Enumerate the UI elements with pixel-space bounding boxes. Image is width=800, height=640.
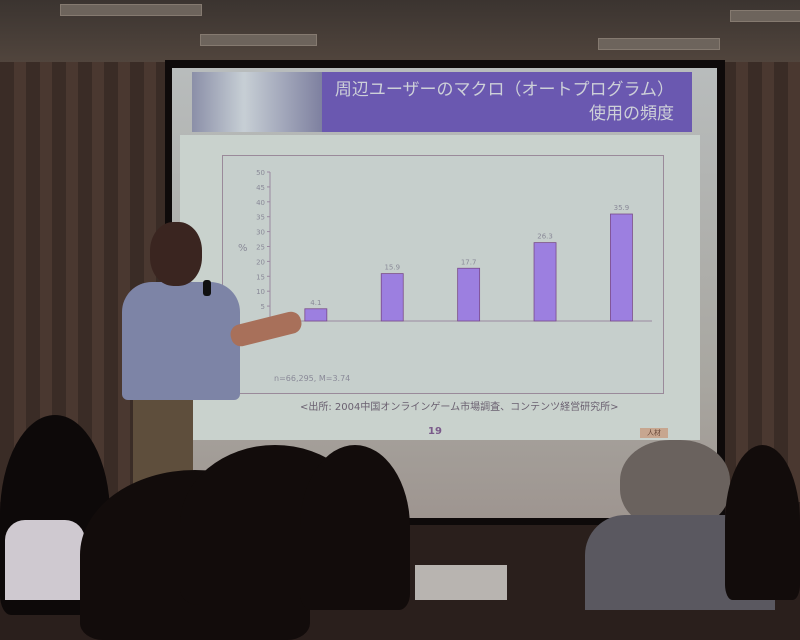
bar: [304, 308, 328, 322]
y-axis-label: %: [238, 243, 248, 254]
bar-value-label: 4.1: [310, 299, 321, 307]
presenter: [122, 282, 240, 400]
y-tick-label: 35: [256, 214, 265, 222]
chart-note: n=66,295, M=3.74: [274, 374, 351, 383]
audience-member: [300, 445, 410, 610]
bar: [457, 267, 481, 322]
y-tick-label: 45: [256, 184, 265, 192]
projector: [415, 565, 507, 600]
bar-value-label: 15.9: [384, 264, 400, 272]
slide-title-line2: 使用の頻度: [589, 104, 674, 124]
bar: [610, 213, 633, 322]
microphone-icon: [203, 280, 211, 296]
ceiling-vent: [730, 10, 800, 22]
slide-title: 周辺ユーザーのマクロ（オートプログラム） 使用の頻度: [322, 72, 692, 132]
bar-value-label: 35.9: [614, 204, 630, 212]
ceiling-vent: [598, 38, 720, 50]
y-tick-label: 25: [256, 244, 265, 252]
bar: [380, 273, 404, 322]
ceiling-vent: [60, 4, 202, 16]
y-tick-label: 5: [261, 303, 265, 311]
presenter-head: [150, 222, 202, 286]
bar: [533, 242, 557, 322]
y-tick-label: 30: [256, 229, 265, 237]
slide-stamp: 人材: [640, 428, 668, 438]
slide-header-image: [192, 72, 322, 132]
ceiling-vent: [200, 34, 317, 46]
slide-source: <出所: 2004中国オンラインゲーム市場調査、コンテンツ経営研究所>: [300, 402, 619, 413]
slide-title-line1: 周辺ユーザーのマクロ（オートプログラム）: [334, 80, 674, 100]
bar-chart: % 05101520253035404550 4.115.917.726.335…: [238, 169, 652, 326]
y-tick-label: 50: [256, 169, 265, 177]
bar-value-label: 26.3: [537, 233, 553, 241]
audience-shirt: [5, 520, 85, 600]
y-tick-label: 10: [256, 288, 265, 296]
chart-frame: [222, 155, 664, 394]
y-tick-label: 20: [256, 258, 265, 266]
audience-member: [725, 445, 800, 600]
slide-page-number: 19: [428, 426, 442, 437]
curtain-right: [722, 62, 800, 502]
y-tick-label: 40: [256, 199, 265, 207]
y-tick-label: 15: [256, 273, 265, 281]
bar-value-label: 17.7: [461, 258, 477, 266]
